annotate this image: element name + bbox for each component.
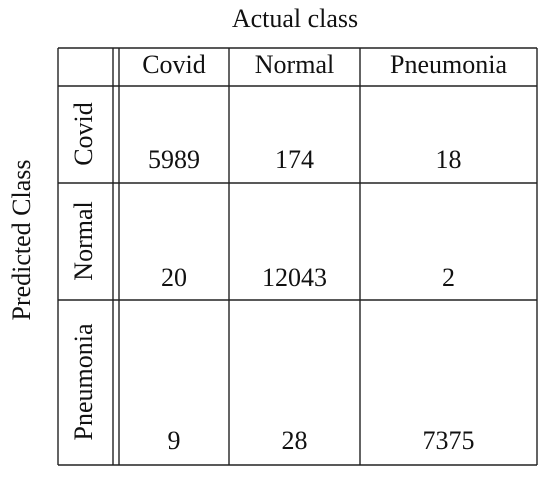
grid	[57, 47, 538, 466]
cell-value: 2	[442, 263, 455, 292]
column-header: Pneumonia	[390, 50, 507, 79]
cell-value: 18	[436, 145, 462, 174]
cell-value: 9	[168, 426, 181, 455]
cell-value: 7375	[423, 426, 475, 455]
cell-value: 12043	[262, 263, 327, 292]
cell-value: 20	[161, 263, 187, 292]
row-header: Pneumonia	[69, 323, 98, 440]
row-axis-label: Predicted Class	[7, 159, 36, 320]
row-header: Covid	[69, 102, 98, 166]
row-header: Normal	[69, 201, 98, 280]
cell-value: 5989	[148, 145, 200, 174]
title: Actual class	[232, 4, 358, 33]
cell-value: 174	[275, 145, 314, 174]
cell-value: 28	[282, 426, 308, 455]
column-header: Covid	[142, 50, 206, 79]
column-header: Normal	[255, 50, 334, 79]
cells: Covid Normal Pneumonia Covid 5989 174 18 Normal…	[69, 50, 507, 455]
